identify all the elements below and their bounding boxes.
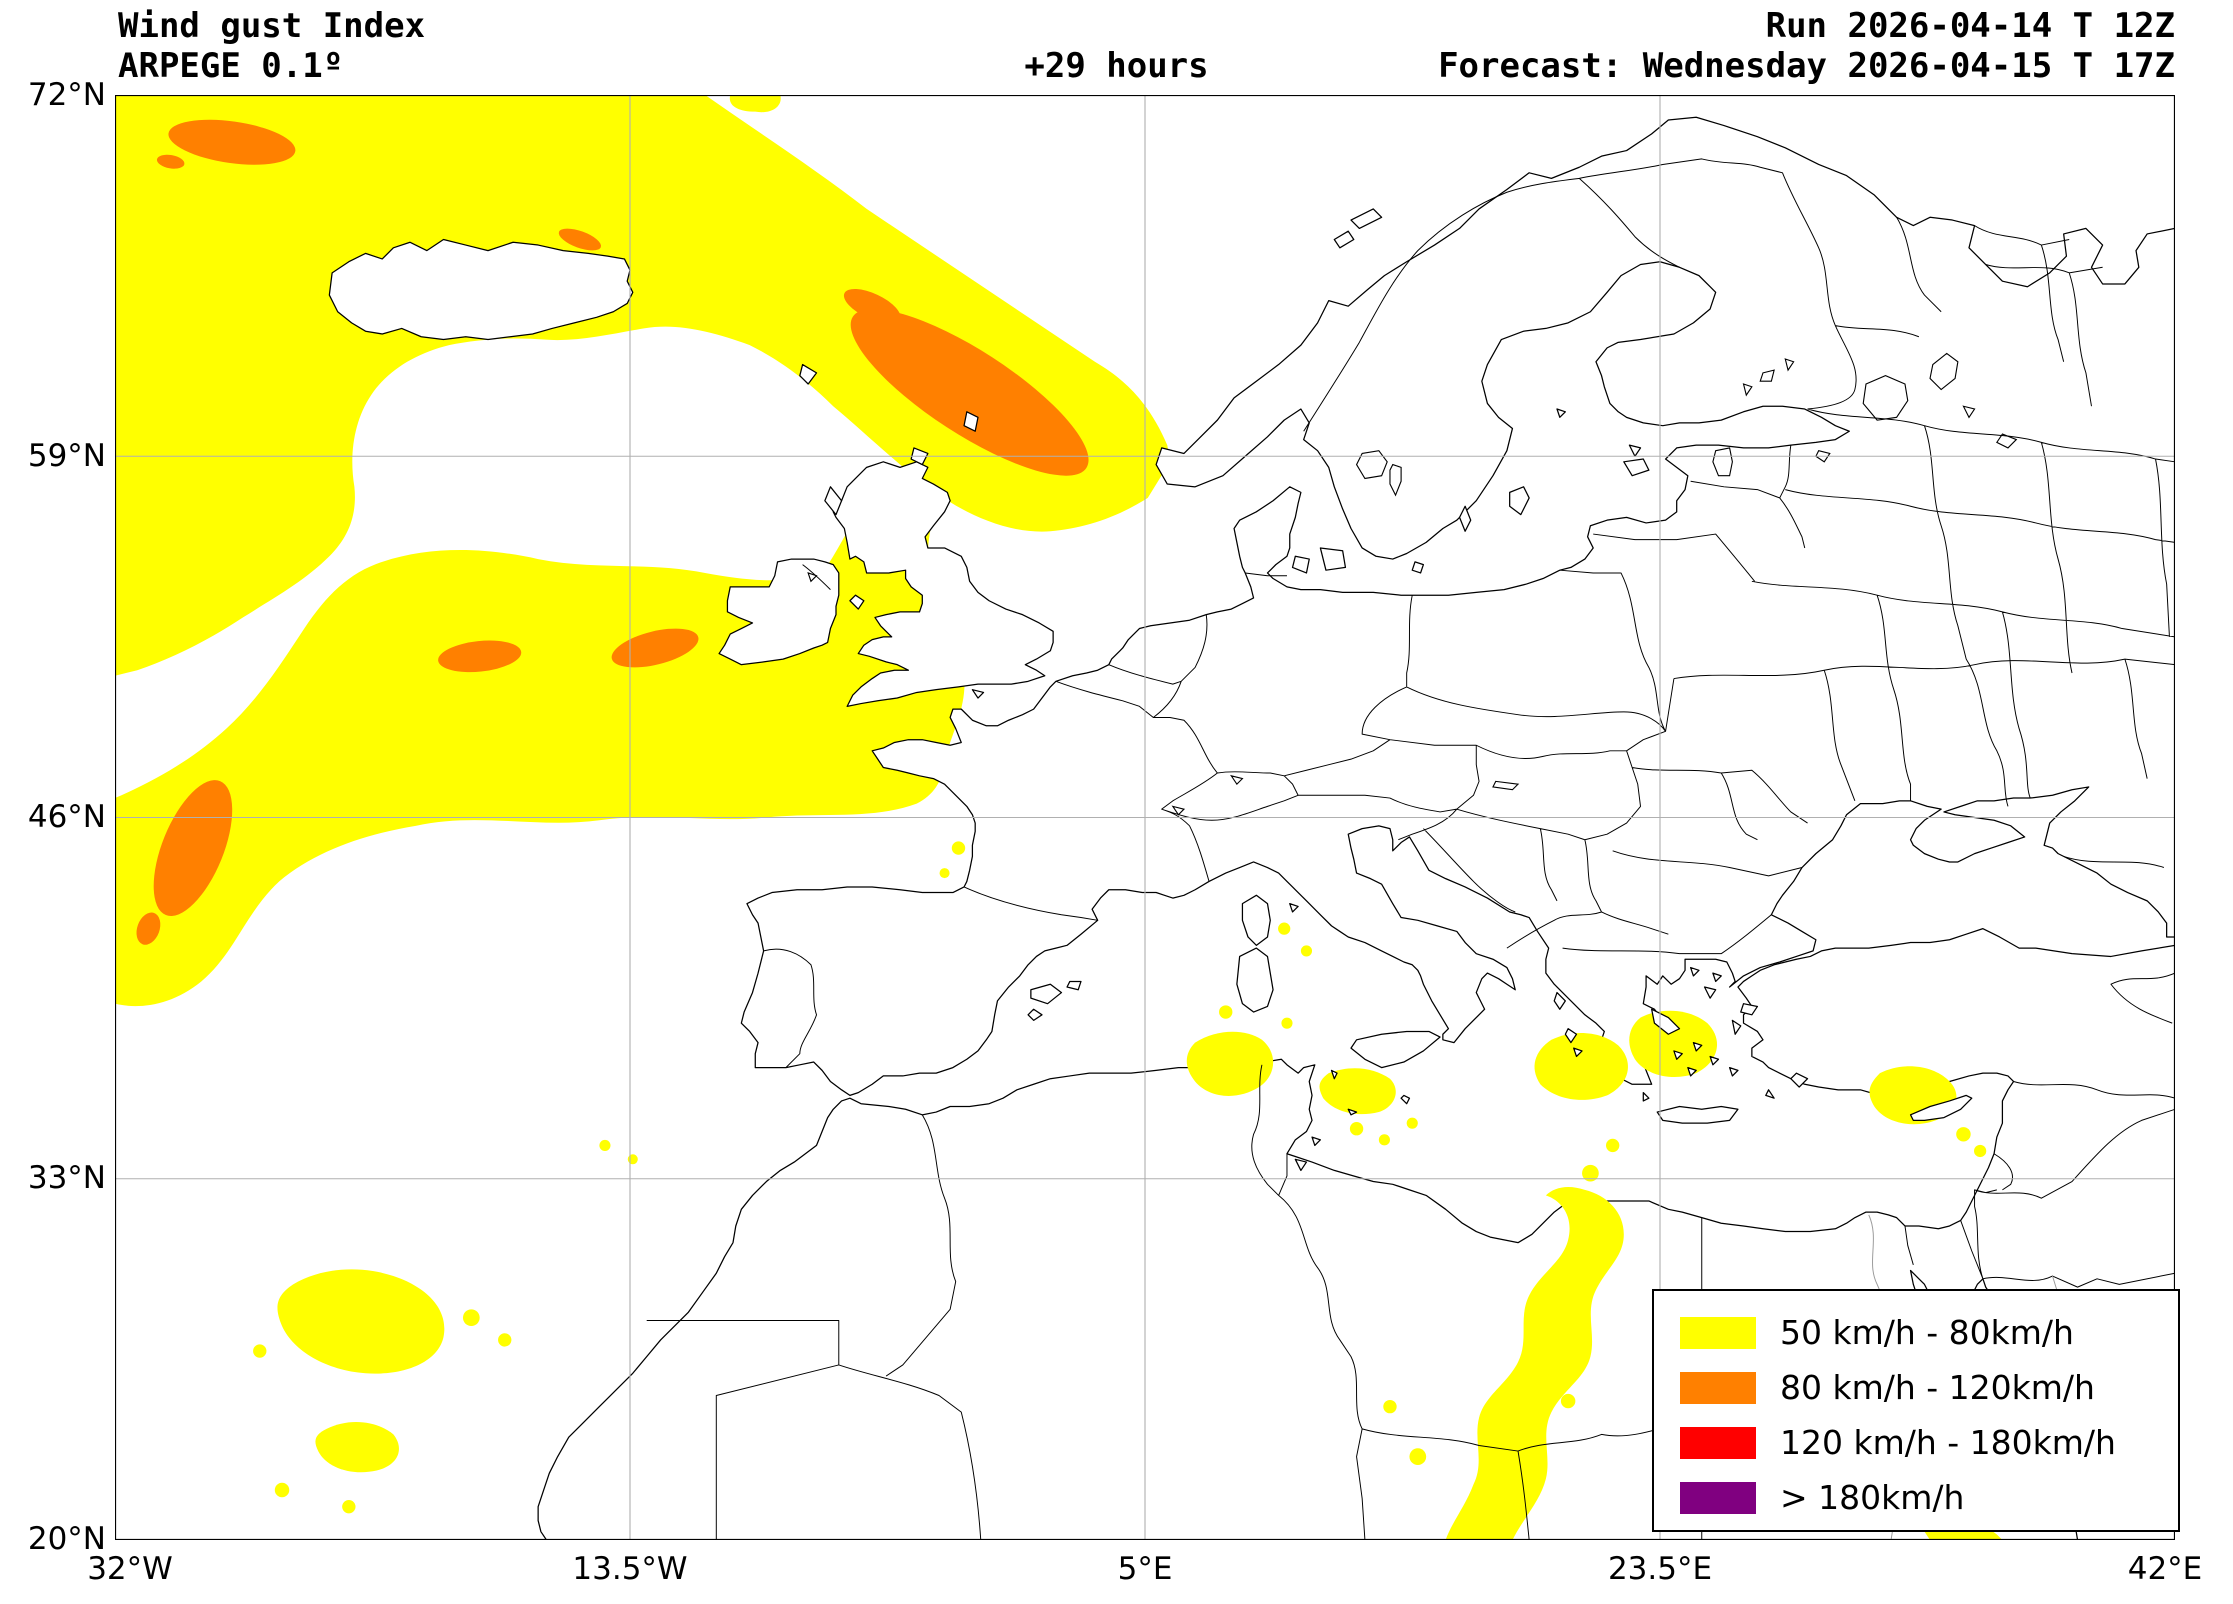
lakes [807, 352, 2018, 816]
legend-swatch-band4 [1680, 1481, 1756, 1514]
eurasia-coast [740, 116, 2175, 1097]
legend-box: 50 km/h - 80km/h 80 km/h - 120km/h 120 k… [1652, 1289, 2180, 1532]
xtick-42e: 42°E [2127, 1551, 2203, 1587]
forecast-valid-time: Forecast: Wednesday 2026-04-15 T 17Z [1438, 46, 2175, 86]
xtick-5e: 5°E [1117, 1551, 1173, 1587]
graticule [115, 95, 2175, 1540]
country-borders [646, 158, 2175, 1540]
ytick-59n: 59°N [27, 438, 106, 474]
run-time: Run 2026-04-14 T 12Z [1765, 6, 2175, 46]
corsica-sardinia [1236, 894, 1274, 1013]
legend-row-band1: 50 km/h - 80km/h [1680, 1305, 2178, 1360]
ytick-33n: 33°N [27, 1160, 106, 1196]
product-title: Wind gust Index [118, 6, 426, 46]
great-britain [832, 461, 1054, 707]
title-block: Wind gust Index ARPEGE 0.1º [118, 6, 425, 86]
model-name: ARPEGE 0.1º [118, 46, 344, 86]
crete [1656, 1105, 1739, 1124]
ytick-46n: 46°N [27, 799, 106, 835]
legend-swatch-band1 [1680, 1316, 1756, 1349]
sicily [1350, 1030, 1441, 1069]
legend-label-band1: 50 km/h - 80km/h [1780, 1313, 2074, 1352]
ytick-72n: 72°N [27, 77, 106, 113]
legend-label-band2: 80 km/h - 120km/h [1780, 1368, 2095, 1407]
xtick-135w: 13.5°W [572, 1551, 688, 1587]
ireland [718, 558, 840, 666]
ytick-20n: 20°N [27, 1521, 106, 1557]
run-block: Run 2026-04-14 T 12Z Forecast: Wednesday … [1438, 6, 2175, 86]
xtick-32w: 32°W [87, 1551, 173, 1587]
legend-swatch-band2 [1680, 1371, 1756, 1404]
xtick-235e: 23.5°E [1607, 1551, 1713, 1587]
legend-label-band3: 120 km/h - 180km/h [1780, 1423, 2116, 1462]
wind-band2-sea-areas [136, 119, 1089, 945]
cyprus [1909, 1094, 1973, 1122]
legend-swatch-band3 [1680, 1426, 1756, 1459]
iceland [328, 238, 634, 341]
island-coastlines [328, 208, 1973, 1172]
legend-label-band4: > 180km/h [1780, 1478, 1965, 1517]
legend-row-band4: > 180km/h [1680, 1470, 2178, 1525]
legend-row-band3: 120 km/h - 180km/h [1680, 1415, 2178, 1470]
lead-time-label: +29 hours [1024, 46, 1209, 86]
legend-row-band2: 80 km/h - 120km/h [1680, 1360, 2178, 1415]
